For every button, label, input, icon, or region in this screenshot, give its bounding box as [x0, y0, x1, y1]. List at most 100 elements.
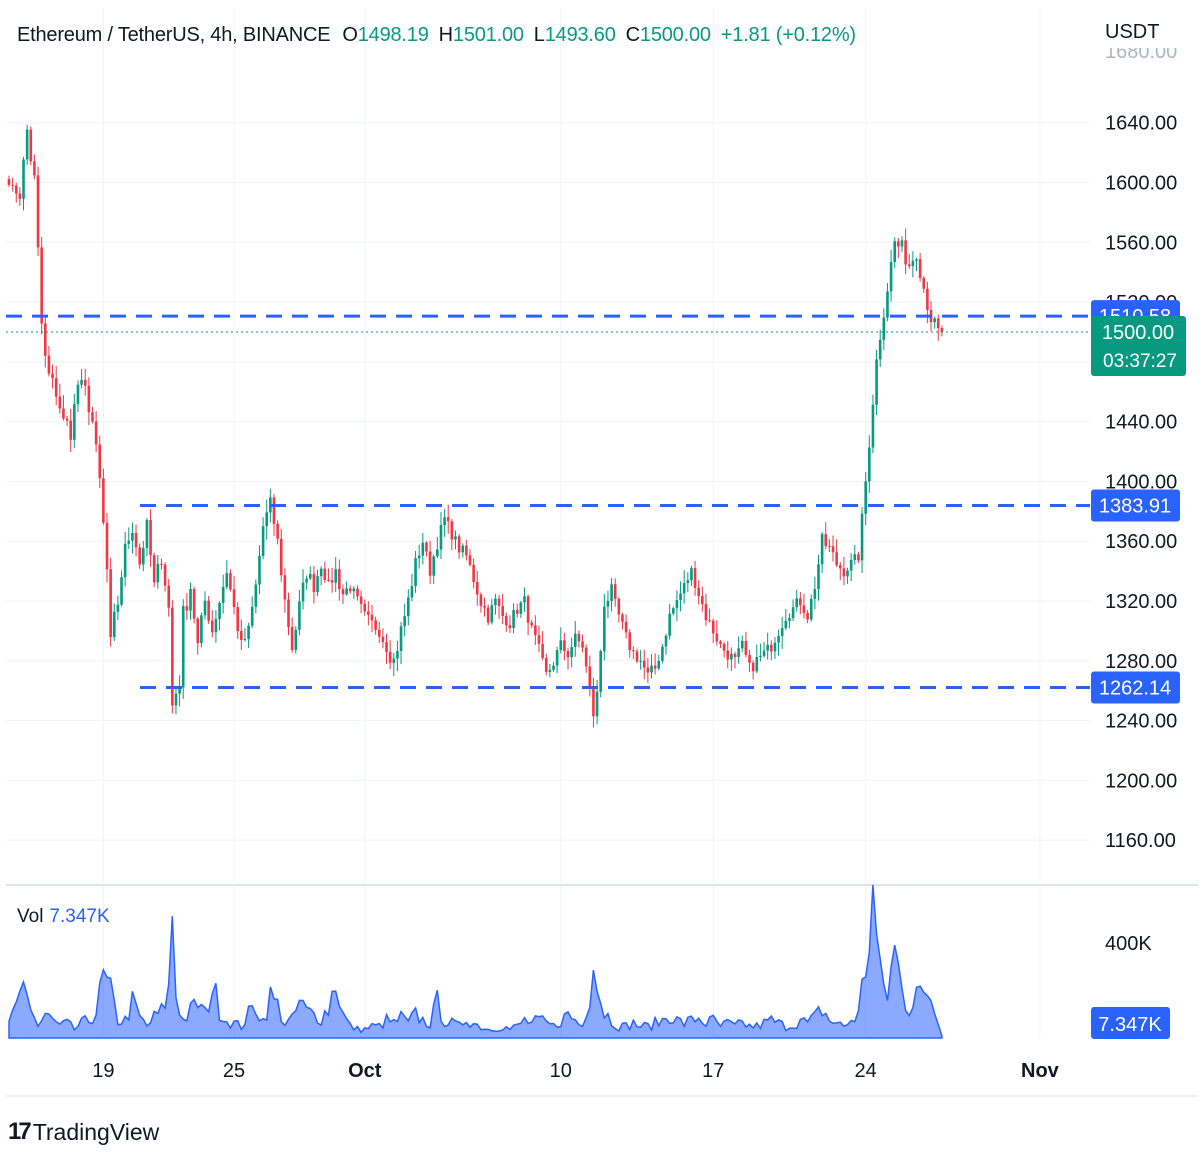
- candle-body[interactable]: [112, 611, 116, 637]
- candle-body[interactable]: [755, 657, 759, 672]
- candle-body[interactable]: [73, 404, 76, 440]
- candle-body[interactable]: [918, 259, 922, 278]
- candle-body[interactable]: [766, 644, 769, 651]
- candle-body[interactable]: [777, 635, 780, 643]
- candle-body[interactable]: [926, 288, 929, 310]
- candle-body[interactable]: [214, 619, 218, 633]
- candle-body[interactable]: [348, 588, 352, 592]
- candle-body[interactable]: [174, 693, 178, 706]
- candle-body[interactable]: [338, 569, 341, 590]
- candle-body[interactable]: [236, 607, 239, 631]
- candle-body[interactable]: [802, 605, 806, 613]
- candle-body[interactable]: [454, 536, 457, 540]
- candle-body[interactable]: [838, 565, 842, 569]
- candle-body[interactable]: [940, 327, 944, 332]
- candle-body[interactable]: [868, 447, 871, 482]
- candle-body[interactable]: [58, 396, 62, 409]
- candle-body[interactable]: [428, 551, 432, 576]
- candle-body[interactable]: [356, 588, 359, 597]
- candle-body[interactable]: [737, 648, 740, 657]
- candle-body[interactable]: [363, 603, 367, 612]
- candle-body[interactable]: [116, 604, 120, 612]
- candle-body[interactable]: [417, 555, 421, 559]
- candle-body[interactable]: [853, 554, 857, 560]
- candle-body[interactable]: [860, 513, 864, 561]
- candle-body[interactable]: [171, 607, 174, 706]
- candle-body[interactable]: [889, 261, 893, 292]
- candle-body[interactable]: [846, 570, 849, 577]
- candle-body[interactable]: [330, 580, 334, 583]
- candle-body[interactable]: [167, 585, 171, 608]
- candle-body[interactable]: [479, 594, 483, 606]
- candle-body[interactable]: [882, 317, 886, 340]
- candle-body[interactable]: [570, 646, 573, 658]
- candle-body[interactable]: [76, 384, 80, 405]
- candle-body[interactable]: [105, 522, 109, 570]
- candle-body[interactable]: [904, 240, 907, 265]
- candle-body[interactable]: [693, 568, 697, 588]
- candle-body[interactable]: [799, 598, 802, 606]
- candle-body[interactable]: [878, 339, 882, 360]
- candle-body[interactable]: [486, 607, 490, 623]
- candle-body[interactable]: [232, 589, 236, 608]
- candle-body[interactable]: [62, 408, 65, 419]
- candle-body[interactable]: [719, 641, 722, 644]
- candle-body[interactable]: [145, 520, 149, 548]
- candle-body[interactable]: [33, 161, 36, 176]
- candle-body[interactable]: [457, 536, 461, 553]
- candle-body[interactable]: [29, 129, 33, 162]
- candle-body[interactable]: [701, 595, 704, 605]
- candle-body[interactable]: [87, 385, 91, 413]
- candle-body[interactable]: [857, 554, 860, 561]
- candle-body[interactable]: [65, 418, 69, 421]
- candle-body[interactable]: [762, 650, 766, 656]
- candle-body[interactable]: [661, 646, 664, 661]
- candle-body[interactable]: [624, 621, 628, 633]
- candle-body[interactable]: [192, 588, 196, 619]
- tradingview-logo[interactable]: 17 TradingView: [8, 1118, 159, 1146]
- candle-body[interactable]: [432, 556, 436, 576]
- candle-body[interactable]: [664, 635, 668, 647]
- candle-body[interactable]: [221, 586, 225, 603]
- candle-body[interactable]: [265, 512, 269, 527]
- candle-body[interactable]: [341, 589, 345, 595]
- candle-body[interactable]: [748, 654, 751, 663]
- candle-body[interactable]: [102, 478, 105, 523]
- candle-body[interactable]: [584, 647, 588, 667]
- candle-body[interactable]: [149, 520, 152, 556]
- candle-body[interactable]: [196, 618, 200, 644]
- candle-body[interactable]: [472, 564, 475, 582]
- candle-body[interactable]: [773, 642, 777, 652]
- candle-body[interactable]: [229, 573, 232, 590]
- candle-body[interactable]: [359, 596, 363, 604]
- candle-body[interactable]: [47, 355, 51, 374]
- candle-body[interactable]: [352, 588, 356, 592]
- candle-body[interactable]: [588, 666, 592, 688]
- candle-body[interactable]: [181, 606, 185, 688]
- candle-body[interactable]: [421, 542, 425, 556]
- candle-body[interactable]: [83, 379, 87, 386]
- candle-body[interactable]: [80, 379, 83, 385]
- candle-body[interactable]: [632, 650, 635, 652]
- candle-body[interactable]: [414, 558, 417, 587]
- candle-body[interactable]: [708, 620, 711, 622]
- candle-body[interactable]: [751, 662, 755, 672]
- candle-body[interactable]: [657, 660, 661, 669]
- candle-body[interactable]: [123, 543, 127, 578]
- candle-body[interactable]: [298, 601, 301, 630]
- candle-body[interactable]: [809, 598, 813, 620]
- candle-body[interactable]: [305, 578, 308, 583]
- candle-body[interactable]: [36, 175, 40, 248]
- candle-body[interactable]: [581, 641, 584, 648]
- candle-body[interactable]: [403, 616, 406, 627]
- candle-body[interactable]: [210, 620, 214, 633]
- candle-body[interactable]: [646, 667, 650, 673]
- candle-body[interactable]: [675, 600, 679, 609]
- volume-area[interactable]: [8, 884, 943, 1039]
- candle-body[interactable]: [515, 609, 519, 614]
- candle-body[interactable]: [679, 593, 682, 601]
- candle-body[interactable]: [407, 597, 410, 617]
- candle-body[interactable]: [54, 378, 58, 397]
- candle-body[interactable]: [795, 598, 799, 608]
- candle-body[interactable]: [770, 644, 773, 652]
